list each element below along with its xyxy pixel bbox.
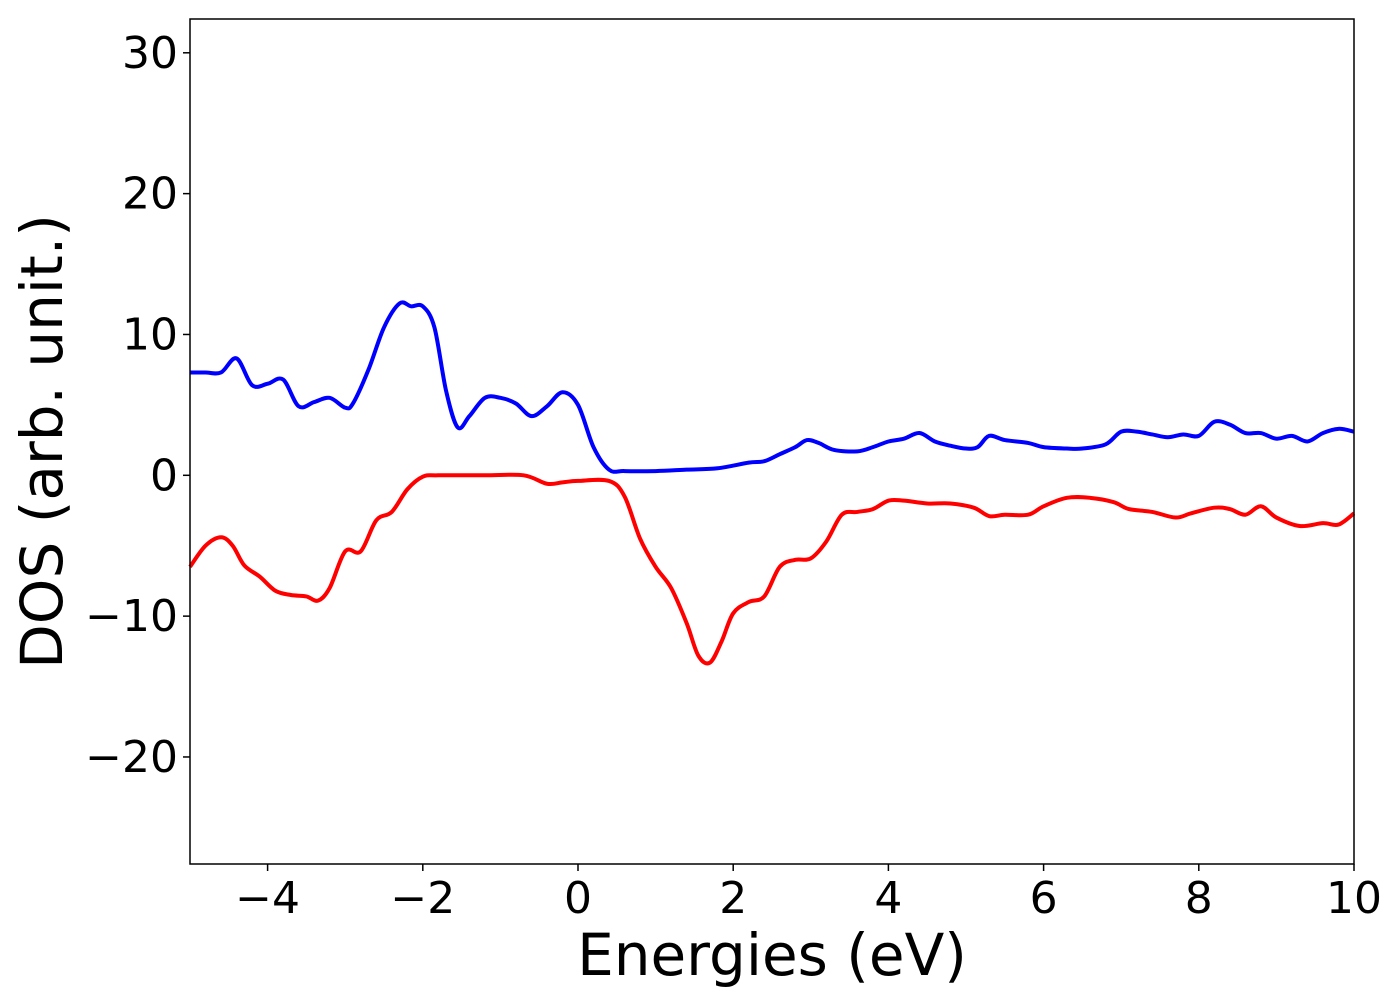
x-tick-label: 6	[1030, 873, 1058, 924]
y-tick-label: −10	[85, 591, 178, 642]
series-line-blue	[190, 300, 1355, 474]
x-tick-label: 0	[564, 873, 592, 924]
series-group	[188, 300, 1356, 666]
y-tick-label: 30	[122, 28, 178, 79]
y-tick-label: 0	[150, 450, 178, 501]
x-tick-label: −2	[390, 873, 455, 924]
y-axis-label: DOS (arb. unit.)	[8, 214, 76, 669]
y-tick-label: 10	[122, 309, 178, 360]
x-tick-label: 8	[1185, 873, 1213, 924]
plot-frame	[189, 18, 1355, 865]
series-line-red	[188, 472, 1356, 666]
y-tick-label: 20	[122, 169, 178, 220]
x-axis-label: Energies (eV)	[577, 921, 967, 989]
x-tick-label: 4	[874, 873, 902, 924]
y-tick-label: −20	[85, 732, 178, 783]
x-tick-label: −4	[235, 873, 300, 924]
x-tick-label: 2	[719, 873, 747, 924]
x-tick-label: 10	[1326, 873, 1382, 924]
